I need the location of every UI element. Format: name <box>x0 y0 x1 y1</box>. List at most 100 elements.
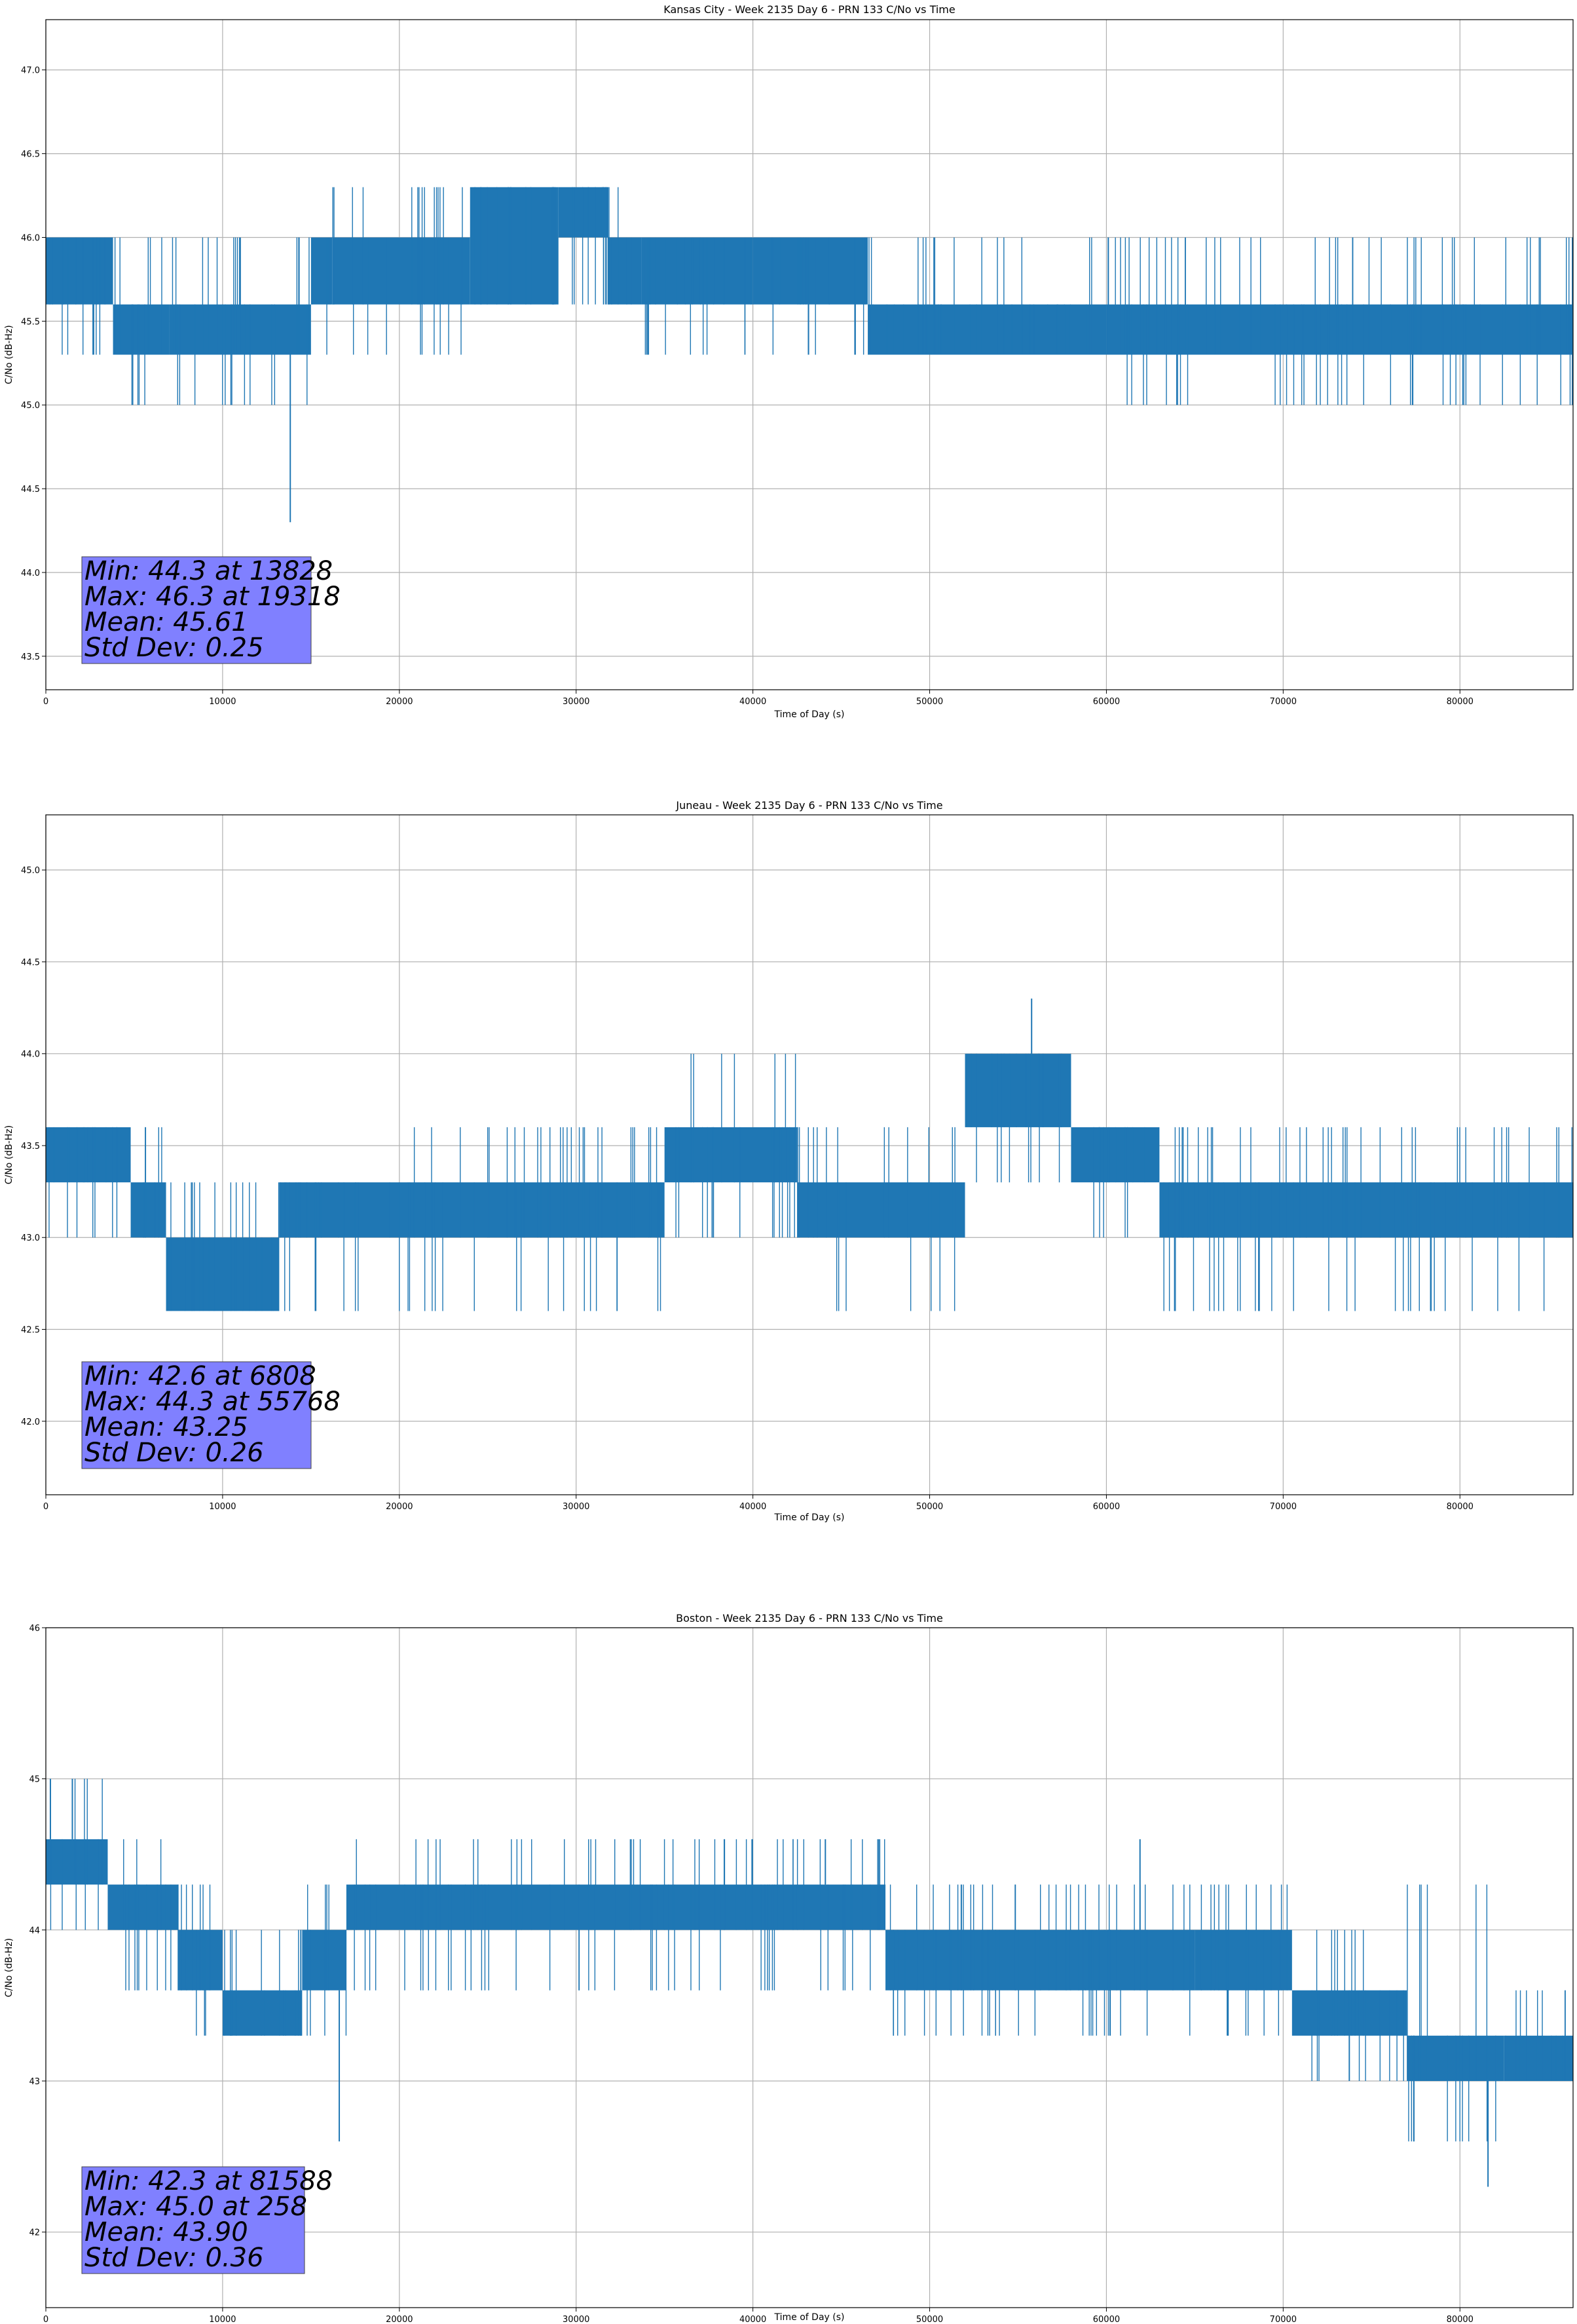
series-band <box>332 237 470 305</box>
chart-title: Kansas City - Week 2135 Day 6 - PRN 133 … <box>663 3 955 16</box>
y-axis-label: C/No (dB-Hz) <box>4 1125 14 1184</box>
x-tick-label: 70000 <box>1270 2315 1297 2324</box>
series-band <box>965 1053 1071 1127</box>
stats-line: Max: 44.3 at 55768 <box>84 1387 341 1417</box>
chart-panel-kansas-city: Kansas City - Week 2135 Day 6 - PRN 133 … <box>0 0 1577 776</box>
series-band <box>608 237 642 305</box>
series-band <box>310 237 333 305</box>
x-tick-label: 60000 <box>1093 1502 1120 1512</box>
chart-svg-boston: Boston - Week 2135 Day 6 - PRN 133 C/No … <box>4 1612 1574 2324</box>
y-axis-label: C/No (dB-Hz) <box>4 1938 14 1997</box>
y-tick-label: 46.5 <box>21 150 40 160</box>
stats-line: Mean: 43.90 <box>84 2217 248 2247</box>
plot-frame <box>45 1627 1574 2308</box>
series-band <box>1195 1930 1292 1991</box>
series-band <box>169 304 272 355</box>
y-tick-label: 42.5 <box>21 1326 40 1336</box>
y-tick-label: 45.0 <box>21 866 40 876</box>
x-tick-label: 40000 <box>739 2315 766 2324</box>
y-tick-label: 44 <box>29 1926 40 1936</box>
stats-line: Mean: 43.25 <box>84 1412 248 1442</box>
x-tick-label: 20000 <box>386 2315 413 2324</box>
y-tick-label: 43.5 <box>21 652 40 662</box>
x-tick-label: 10000 <box>209 697 236 707</box>
x-axis-label: Time of Day (s) <box>774 2312 845 2323</box>
series-band <box>470 187 559 305</box>
series-band <box>272 304 311 355</box>
series-band <box>408 1182 665 1238</box>
x-tick-label: 0 <box>43 2315 48 2324</box>
stats-line: Std Dev: 0.25 <box>84 633 264 663</box>
series-band <box>107 1884 179 1930</box>
x-tick-label: 20000 <box>386 697 413 707</box>
x-tick-label: 40000 <box>739 697 766 707</box>
x-tick-label: 80000 <box>1447 2315 1474 2324</box>
plot-frame <box>45 19 1574 690</box>
stats-line: Max: 45.0 at 258 <box>84 2192 307 2222</box>
series-band <box>868 304 1107 355</box>
chart-svg-juneau: Juneau - Week 2135 Day 6 - PRN 133 C/No … <box>4 799 1574 1523</box>
y-tick-label: 42.0 <box>21 1417 40 1427</box>
chart-title: Juneau - Week 2135 Day 6 - PRN 133 C/No … <box>675 799 942 812</box>
x-tick-label: 50000 <box>916 1502 943 1512</box>
y-axis-label: C/No (dB-Hz) <box>4 325 14 384</box>
x-tick-label: 50000 <box>916 697 943 707</box>
y-tick-label: 44.5 <box>21 485 40 495</box>
x-axis-label: Time of Day (s) <box>774 1512 845 1523</box>
x-tick-label: 70000 <box>1270 697 1297 707</box>
y-tick-label: 46 <box>29 1624 40 1634</box>
y-tick-label: 43 <box>29 2077 40 2087</box>
stats-line: Min: 42.3 at 81588 <box>84 2166 333 2196</box>
stats-line: Std Dev: 0.26 <box>84 1438 264 1468</box>
y-tick-label: 47.0 <box>21 66 40 76</box>
y-tick-label: 45.5 <box>21 317 40 327</box>
stats-line: Min: 42.6 at 6808 <box>84 1361 316 1391</box>
series-band <box>46 237 113 305</box>
x-tick-label: 60000 <box>1093 697 1120 707</box>
x-tick-label: 0 <box>43 1502 48 1512</box>
x-tick-label: 30000 <box>563 1502 589 1512</box>
y-tick-label: 43.5 <box>21 1142 40 1152</box>
series-band <box>130 1182 166 1238</box>
stats-line: Mean: 45.61 <box>84 607 248 637</box>
y-tick-label: 44.0 <box>21 1050 40 1060</box>
x-tick-label: 70000 <box>1270 1502 1297 1512</box>
chart-title: Boston - Week 2135 Day 6 - PRN 133 C/No … <box>676 1612 943 1624</box>
series-band <box>797 1182 965 1238</box>
x-tick-label: 10000 <box>209 1502 236 1512</box>
series-band <box>113 304 170 355</box>
series-cno <box>46 1778 1573 2187</box>
y-tick-label: 43.0 <box>21 1233 40 1243</box>
x-tick-label: 20000 <box>386 1502 413 1512</box>
chart-panel-boston: Boston - Week 2135 Day 6 - PRN 133 C/No … <box>0 1549 1577 2324</box>
x-tick-label: 0 <box>43 697 48 707</box>
y-tick-label: 44.0 <box>21 569 40 578</box>
series-band <box>641 237 753 305</box>
y-tick-label: 42 <box>29 2228 40 2238</box>
stats-box-background <box>81 556 312 664</box>
stats-line: Std Dev: 0.36 <box>84 2243 264 2273</box>
y-tick-label: 46.0 <box>21 233 40 243</box>
series-band <box>664 1127 798 1183</box>
series-band <box>1159 1182 1573 1238</box>
x-tick-label: 80000 <box>1447 697 1474 707</box>
stats-box-background <box>81 1361 312 1469</box>
x-tick-label: 30000 <box>563 2315 589 2324</box>
stats-line: Min: 44.3 at 13828 <box>84 556 333 586</box>
series-band <box>752 237 868 305</box>
plot-frame <box>45 814 1574 1495</box>
series-cno <box>46 998 1573 1311</box>
chart-panel-juneau: Juneau - Week 2135 Day 6 - PRN 133 C/No … <box>0 776 1577 1549</box>
stats-line: Max: 46.3 at 19318 <box>84 582 341 612</box>
x-tick-label: 80000 <box>1447 1502 1474 1512</box>
x-tick-label: 60000 <box>1093 2315 1120 2324</box>
x-tick-label: 30000 <box>563 697 589 707</box>
y-tick-label: 45 <box>29 1775 40 1785</box>
x-axis-label: Time of Day (s) <box>774 709 845 720</box>
x-tick-label: 50000 <box>916 2315 943 2324</box>
series-band <box>1106 304 1573 355</box>
